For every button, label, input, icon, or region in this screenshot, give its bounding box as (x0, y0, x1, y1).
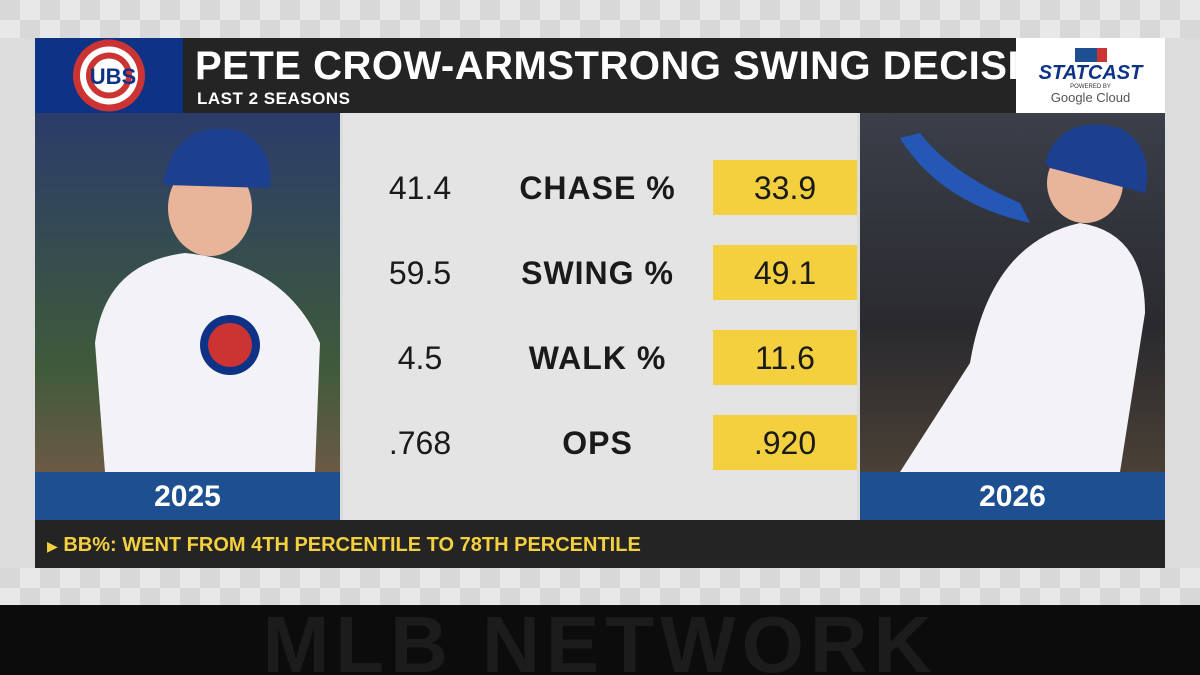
footnote-bar: ▶ BB%: WENT FROM 4TH PERCENTILE TO 78TH … (35, 520, 1165, 568)
current-value: .920 (713, 415, 857, 470)
watermark: MLB NETWORK (262, 600, 938, 675)
previous-value: .768 (388, 425, 452, 461)
player-photo (35, 113, 340, 472)
chest-logo (208, 323, 252, 367)
player-photo (860, 113, 1165, 472)
stat-label: CHASE % (519, 170, 676, 206)
helmet (163, 128, 271, 188)
tagline: POWERED BY (1070, 84, 1111, 90)
previous-value: 4.5 (397, 340, 443, 376)
subtitle: LAST 2 SEASONS (197, 89, 351, 108)
current-value: 33.9 (713, 160, 857, 215)
footer: MLB NETWORK (0, 605, 1200, 675)
sponsor-logo: STATCAST POWERED BY Google Cloud (1016, 38, 1165, 113)
stat-label: WALK % (528, 340, 667, 376)
player-figure (95, 128, 320, 472)
footnote: BB%: WENT FROM 4TH PERCENTILE TO 78TH PE… (63, 534, 641, 556)
bullet: ▶ (47, 538, 58, 554)
year-label: 2025 (35, 472, 340, 520)
mlb-logo (1074, 48, 1107, 62)
logo-ring (92, 58, 126, 93)
stat-label: SWING % (521, 255, 674, 291)
helmet (1045, 124, 1148, 193)
previous-value: 59.5 (388, 255, 452, 291)
header-bar (35, 38, 1165, 113)
stat-label: OPS (562, 425, 633, 461)
logo-text: UBS (90, 64, 136, 89)
jersey (900, 223, 1145, 472)
logo-graphic: UBS (73, 39, 145, 112)
year-label: 2026 (860, 472, 1165, 520)
current-value: 11.6 (713, 330, 857, 385)
background (0, 0, 1200, 38)
title: PETE CROW-ARMSTRONG SWING DECISIONS (195, 44, 1108, 88)
current-value: 49.1 (713, 245, 857, 300)
previous-value: 41.4 (388, 170, 452, 206)
partner: Google Cloud (1050, 90, 1131, 105)
background (0, 568, 1200, 605)
arm (900, 133, 1030, 223)
brand: STATCAST (1038, 62, 1143, 84)
player-figure (900, 124, 1148, 472)
team-logo: UBS (35, 38, 183, 113)
